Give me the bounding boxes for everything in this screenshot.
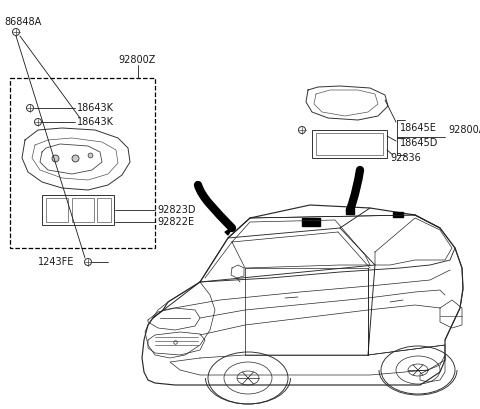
Text: 92800A: 92800A	[448, 125, 480, 135]
Bar	[393, 212, 403, 217]
Bar	[97, 198, 111, 222]
Bar	[46, 198, 68, 222]
Bar	[346, 208, 354, 214]
Text: 92823D: 92823D	[157, 205, 195, 215]
Bar	[312, 130, 387, 158]
Text: 92836: 92836	[390, 153, 421, 163]
Bar	[302, 218, 320, 226]
Text: 18645D: 18645D	[400, 138, 438, 148]
Text: 18645E: 18645E	[400, 123, 437, 133]
Bar	[316, 133, 383, 155]
Text: 1243FE: 1243FE	[38, 257, 74, 267]
Text: 18643K: 18643K	[77, 117, 114, 127]
Bar	[72, 198, 94, 222]
Text: 92800Z: 92800Z	[118, 55, 156, 65]
Text: 86848A: 86848A	[4, 17, 41, 27]
Bar	[10, 78, 155, 248]
Text: 18643K: 18643K	[77, 103, 114, 113]
Bar	[42, 195, 114, 225]
Polygon shape	[225, 228, 232, 235]
Text: 92822E: 92822E	[157, 217, 194, 227]
